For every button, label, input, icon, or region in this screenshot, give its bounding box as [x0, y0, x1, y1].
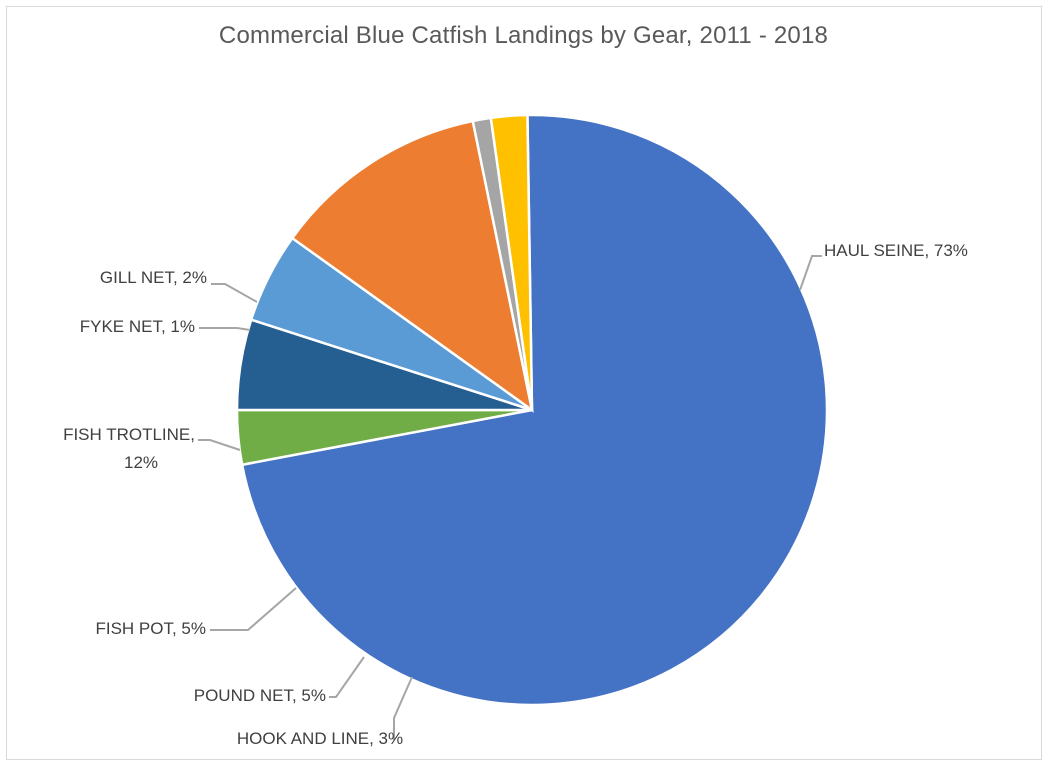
pie-slice-haul-seine: [240, 113, 829, 707]
pie-slice-fish-trotline: [290, 119, 534, 413]
leader-line-fish-trotline: [198, 439, 241, 451]
leader-line-pound-net: [329, 656, 365, 698]
leader-line-hook-and-line: [393, 676, 413, 740]
pie-slice-gill-net: [489, 113, 534, 411]
data-label-gill-net: GILL NET, 2%: [100, 268, 207, 287]
chart-title: Commercial Blue Catfish Landings by Gear…: [218, 22, 829, 49]
leader-line-gill-net: [211, 283, 258, 303]
data-label-fish-pot: FISH POT, 5%: [95, 619, 206, 638]
leader-line-fish-pot: [210, 587, 297, 631]
leader-line-haul-seine: [799, 255, 822, 291]
pie-slices: [235, 113, 829, 707]
leader-lines: [198, 255, 822, 740]
data-label-pound-net: POUND NET, 5%: [194, 686, 326, 705]
data-label-fyke-net: FYKE NET, 1%: [80, 317, 195, 336]
data-labels: HAUL SEINE, 73% HOOK AND LINE, 3% POUND NE…: [63, 241, 968, 748]
data-label-hook-and-line: HOOK AND LINE, 3%: [237, 729, 403, 748]
leader-line-fyke-net: [199, 327, 251, 331]
data-label-fish-trotline: FISH TROTLINE, 12%: [63, 425, 195, 472]
data-label-haul-seine: HAUL SEINE, 73%: [824, 241, 968, 260]
